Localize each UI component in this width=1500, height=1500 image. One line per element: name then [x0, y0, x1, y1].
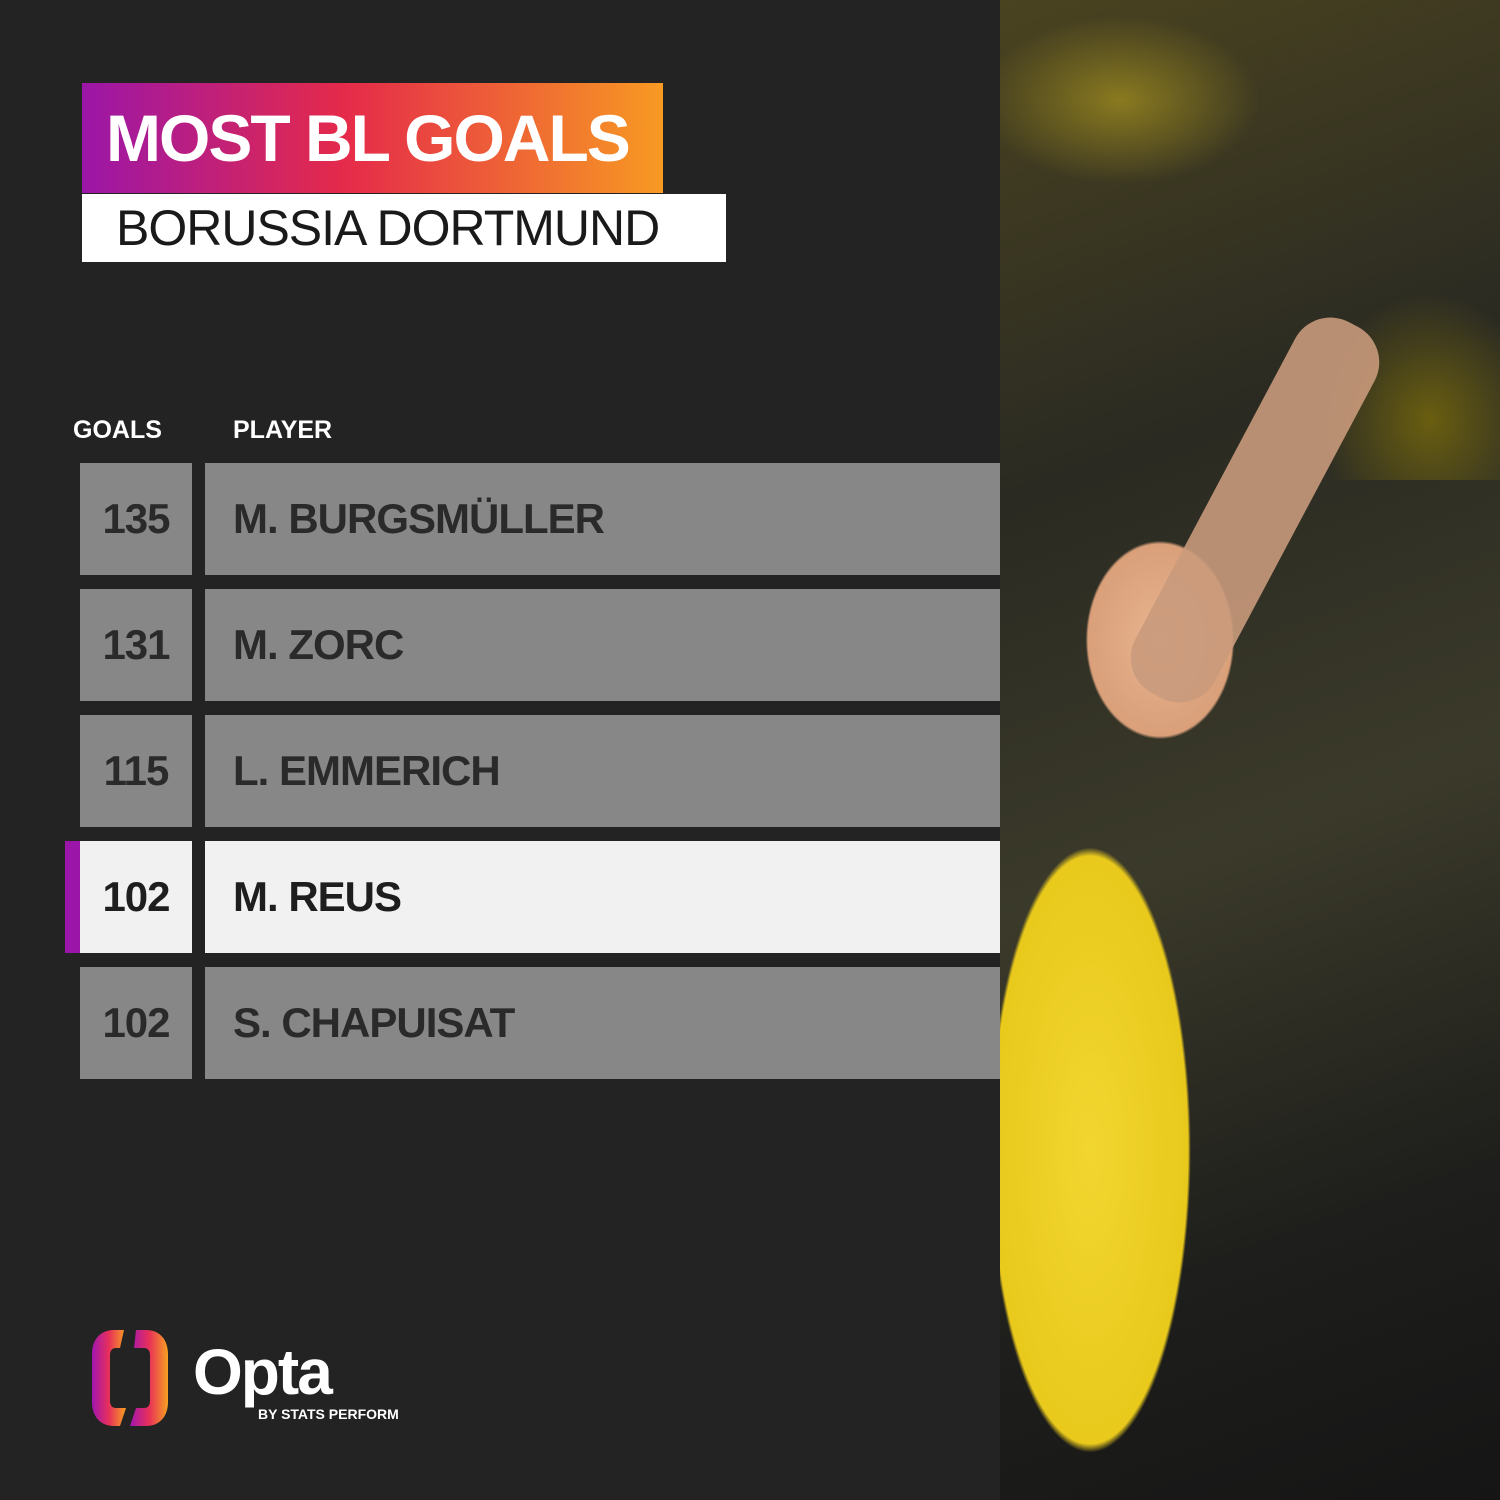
page-subtitle: BORUSSIA DORTMUND [82, 194, 726, 262]
goals-cell: 135 [80, 463, 192, 575]
goals-cell: 102 [80, 841, 192, 953]
goals-cell: 102 [80, 967, 192, 1079]
player-cell: M. BURGSMÜLLER [205, 463, 1000, 575]
player-photo [1000, 0, 1500, 1500]
goals-cell: 115 [80, 715, 192, 827]
header-player: PLAYER [233, 416, 333, 444]
header-goals: GOALS [73, 416, 162, 444]
table-row: 131 M. ZORC [80, 589, 1000, 701]
crowd-background [1000, 0, 1500, 480]
opta-tagline: BY STATS PERFORM [258, 1406, 399, 1422]
opta-wordmark: Opta [193, 1336, 333, 1408]
player-cell: M. REUS [205, 841, 1000, 953]
goals-cell: 131 [80, 589, 192, 701]
page-title: MOST BL GOALS [82, 83, 663, 193]
player-cell: M. ZORC [205, 589, 1000, 701]
player-cell: L. EMMERICH [205, 715, 1000, 827]
table-row-highlighted: 102 M. REUS [65, 841, 1000, 953]
table-row: 102 S. CHAPUISAT [80, 967, 1000, 1079]
player-cell: S. CHAPUISAT [205, 967, 1000, 1079]
table-row: 135 M. BURGSMÜLLER [80, 463, 1000, 575]
opta-logo-icon [92, 1330, 168, 1426]
table-row: 115 L. EMMERICH [80, 715, 1000, 827]
